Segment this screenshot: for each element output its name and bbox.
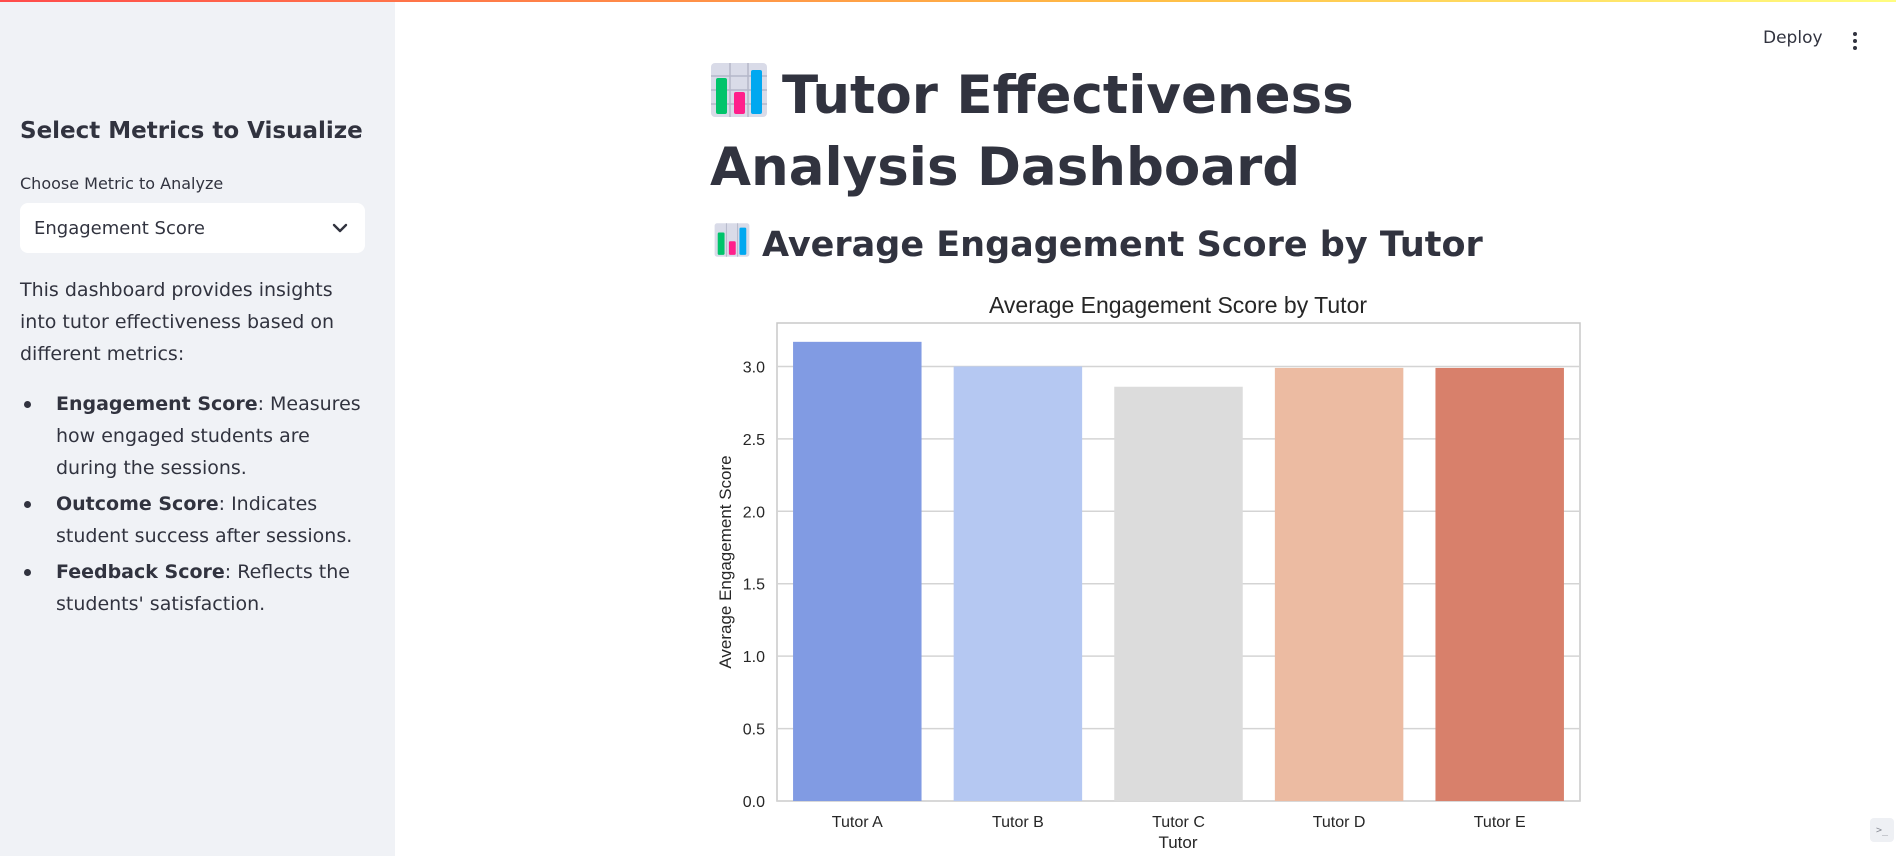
metric-definitions-list: Engagement Score: Measures how engaged s… <box>20 388 370 624</box>
y-axis-label: Average Engagement Score <box>716 455 735 668</box>
bar-tutor-d <box>1274 367 1404 801</box>
metric-desc: : Indicates student success after sessio… <box>56 493 353 547</box>
y-tick-label: 2.0 <box>743 504 765 521</box>
page-title-text: Tutor Effectiveness Analysis Dashboard <box>710 65 1354 199</box>
bar-chart-icon <box>710 62 768 134</box>
sidebar-description: This dashboard provides insights into tu… <box>20 279 335 365</box>
y-tick-label: 0.5 <box>743 722 765 739</box>
y-tick-label: 1.0 <box>743 649 765 666</box>
x-tick-label: Tutor D <box>1313 814 1366 831</box>
kebab-menu-icon[interactable] <box>1852 32 1858 52</box>
x-tick-labels: Tutor A Tutor B Tutor C Tutor D Tutor E <box>832 814 1526 831</box>
bullet-icon <box>24 401 31 408</box>
metric-select-value: Engagement Score <box>34 217 205 239</box>
bullet-icon <box>24 501 31 508</box>
bar-chart-icon <box>714 222 750 267</box>
y-tick-label: 3.0 <box>743 359 765 376</box>
metric-desc: : Reflects the students' satisfaction. <box>56 561 350 615</box>
section-title: Average Engagement Score by Tutor <box>714 222 1483 267</box>
section-title-text: Average Engagement Score by Tutor <box>762 224 1483 265</box>
top-decoration-bar <box>0 0 1896 2</box>
metric-select[interactable]: Engagement Score <box>20 203 365 253</box>
deploy-button[interactable]: Deploy <box>1763 28 1823 48</box>
y-tick-label: 1.5 <box>743 577 765 594</box>
y-tick-label: 0.0 <box>743 794 765 811</box>
chart-svg: Average Engagement Score by Tutor 0.0 0.5… <box>716 292 1581 852</box>
bar-chart: Average Engagement Score by Tutor 0.0 0.5… <box>700 282 1600 856</box>
list-item: Outcome Score: Indicates student success… <box>20 488 370 552</box>
bar-tutor-c <box>1114 386 1243 801</box>
metric-term: Engagement Score <box>56 393 258 415</box>
bars <box>793 341 1564 801</box>
chevron-down-icon <box>329 217 351 239</box>
metric-term: Feedback Score <box>56 561 225 583</box>
chart-title: Average Engagement Score by Tutor <box>989 292 1367 318</box>
sidebar: Select Metrics to Visualize Choose Metri… <box>0 0 395 856</box>
bar-tutor-a <box>793 341 922 801</box>
bar-tutor-b <box>953 366 1083 801</box>
metric-desc: : Measures how engaged students are duri… <box>56 393 361 479</box>
list-item: Feedback Score: Reflects the students' s… <box>20 556 370 620</box>
metric-term: Outcome Score <box>56 493 219 515</box>
bar-tutor-e <box>1435 367 1564 801</box>
list-item: Engagement Score: Measures how engaged s… <box>20 388 370 484</box>
x-axis-label: Tutor <box>1158 833 1197 852</box>
metric-select-label: Choose Metric to Analyze <box>20 174 224 193</box>
x-tick-label: Tutor A <box>832 814 883 831</box>
x-tick-label: Tutor E <box>1474 814 1526 831</box>
x-tick-label: Tutor C <box>1152 814 1205 831</box>
x-tick-label: Tutor B <box>992 814 1044 831</box>
bullet-icon <box>24 569 31 576</box>
page-title: Tutor Effectiveness Analysis Dashboard <box>710 62 1540 201</box>
y-tick-labels: 0.0 0.5 1.0 1.5 2.0 2.5 3.0 <box>743 359 765 811</box>
status-widget-icon[interactable]: >_ <box>1870 818 1894 842</box>
y-tick-label: 2.5 <box>743 432 765 449</box>
sidebar-heading: Select Metrics to Visualize <box>20 118 363 144</box>
